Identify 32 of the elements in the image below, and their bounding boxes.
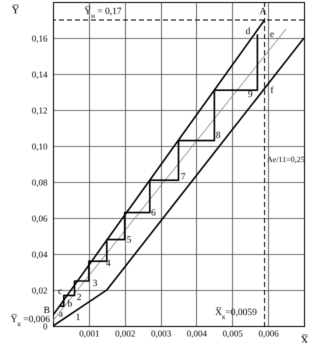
annotation: f <box>270 86 274 96</box>
annotation: 7 <box>180 172 186 183</box>
x-tick-label: 0,003 <box>150 328 172 338</box>
annotation: d <box>246 27 251 37</box>
annotation: 9 <box>248 90 253 100</box>
annotation: 6 <box>151 208 156 219</box>
annotation: 5 <box>126 236 132 246</box>
y-tick-label: 0,12 <box>32 106 48 116</box>
annotation: 2 <box>76 293 82 304</box>
annotation: e <box>270 30 274 40</box>
x-tick-label: 0,004 <box>186 328 208 338</box>
y-tick-label: 0,14 <box>32 70 48 80</box>
y-tick-label: 0,10 <box>32 142 48 152</box>
x-tick-label: 0,005 <box>222 328 244 338</box>
annotation: 4 <box>106 259 111 269</box>
y-tick-label: 0,16 <box>32 34 48 44</box>
y-tick-label: 0,02 <box>32 286 48 296</box>
annotation: 1 <box>76 313 81 323</box>
y-tick-label: 0,04 <box>32 250 48 260</box>
x-tick-label: 0,001 <box>79 328 100 338</box>
annotation: a <box>58 309 64 320</box>
y-tick-label: 0,06 <box>32 214 48 224</box>
annotation: 8 <box>216 131 221 142</box>
annotation: c <box>58 286 62 297</box>
y-tick-label: 0,08 <box>32 178 48 188</box>
y-tick-label: 0 <box>43 322 48 332</box>
x-tick-label: 0,002 <box>115 328 136 338</box>
annotation: B <box>44 306 50 316</box>
annotation: 3 <box>92 279 98 289</box>
y-axis-title: Y̅ <box>12 4 20 16</box>
annotation: b <box>67 300 72 310</box>
x-tick-label: 0,006 <box>258 328 280 338</box>
